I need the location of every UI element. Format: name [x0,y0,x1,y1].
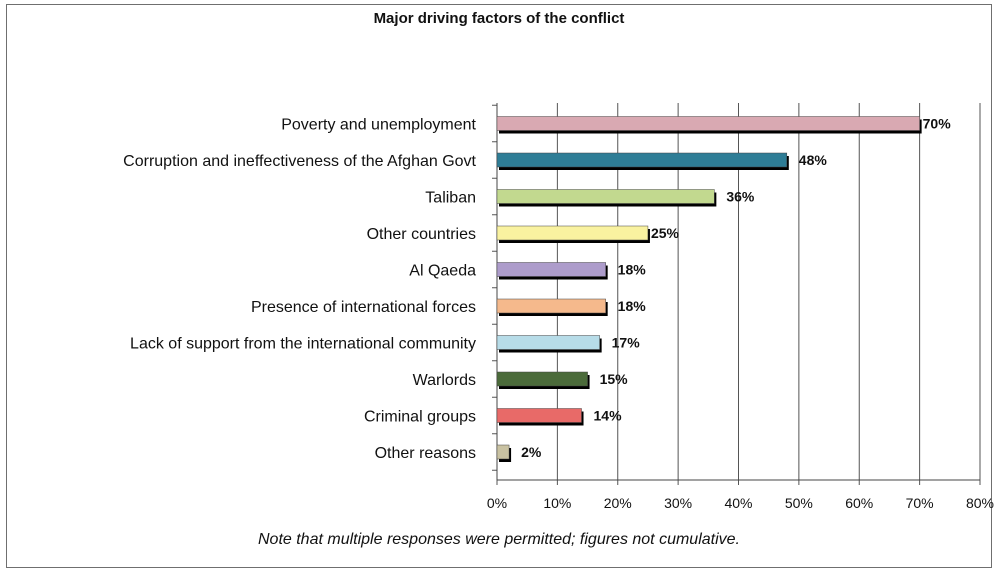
value-label: 25% [651,225,680,241]
chart-note: Note that multiple responses were permit… [257,531,740,548]
category-label: Other reasons [375,445,476,462]
value-label: 2% [521,444,542,460]
bar [496,225,649,241]
chart-frame [6,4,992,568]
value-label: 48% [799,152,828,168]
category-label: Lack of support from the international c… [130,336,476,353]
bar [496,152,788,168]
bar [496,116,920,131]
x-tick-label: 10% [543,495,571,511]
x-tick-label: 20% [604,495,632,511]
category-label: Al Qaeda [409,263,476,280]
bar [496,335,600,350]
bar [496,371,588,387]
x-tick-label: 80% [966,495,994,511]
category-label: Other countries [367,226,476,243]
value-label: 18% [618,262,647,278]
category-label: Poverty and unemployment [281,117,476,134]
x-tick-label: 70% [906,495,934,511]
value-labels: 70% 48% 36% 25% 18% 18% 17% 15% 14% 2% [521,116,951,461]
bar [496,408,582,423]
value-label: 15% [600,371,629,387]
x-tick-label: 40% [724,495,752,511]
value-label: 70% [923,116,952,132]
bar [496,298,606,314]
value-label: 18% [618,298,647,314]
category-label: Corruption and ineffectiveness of the Af… [123,153,476,170]
value-label: 17% [612,335,641,351]
category-label: Taliban [425,190,476,207]
x-tick-label: 30% [664,495,692,511]
bar [496,262,606,277]
x-tick-label: 50% [785,495,813,511]
value-label: 36% [726,189,755,205]
x-tick-labels: 0% 10% 20% 30% 40% 50% 60% 70% 80% [487,495,994,511]
value-label: 14% [594,408,623,424]
x-tick-label: 60% [845,495,873,511]
category-label: Warlords [413,372,476,389]
category-labels: Poverty and unemployment Corruption and i… [123,117,476,463]
category-label: Presence of international forces [251,299,476,316]
bar [496,444,510,460]
x-tick-label: 0% [487,495,507,511]
chart-title: Major driving factors of the conflict [373,10,625,27]
bar [496,189,715,204]
bars [496,116,922,462]
category-label: Criminal groups [364,409,476,426]
